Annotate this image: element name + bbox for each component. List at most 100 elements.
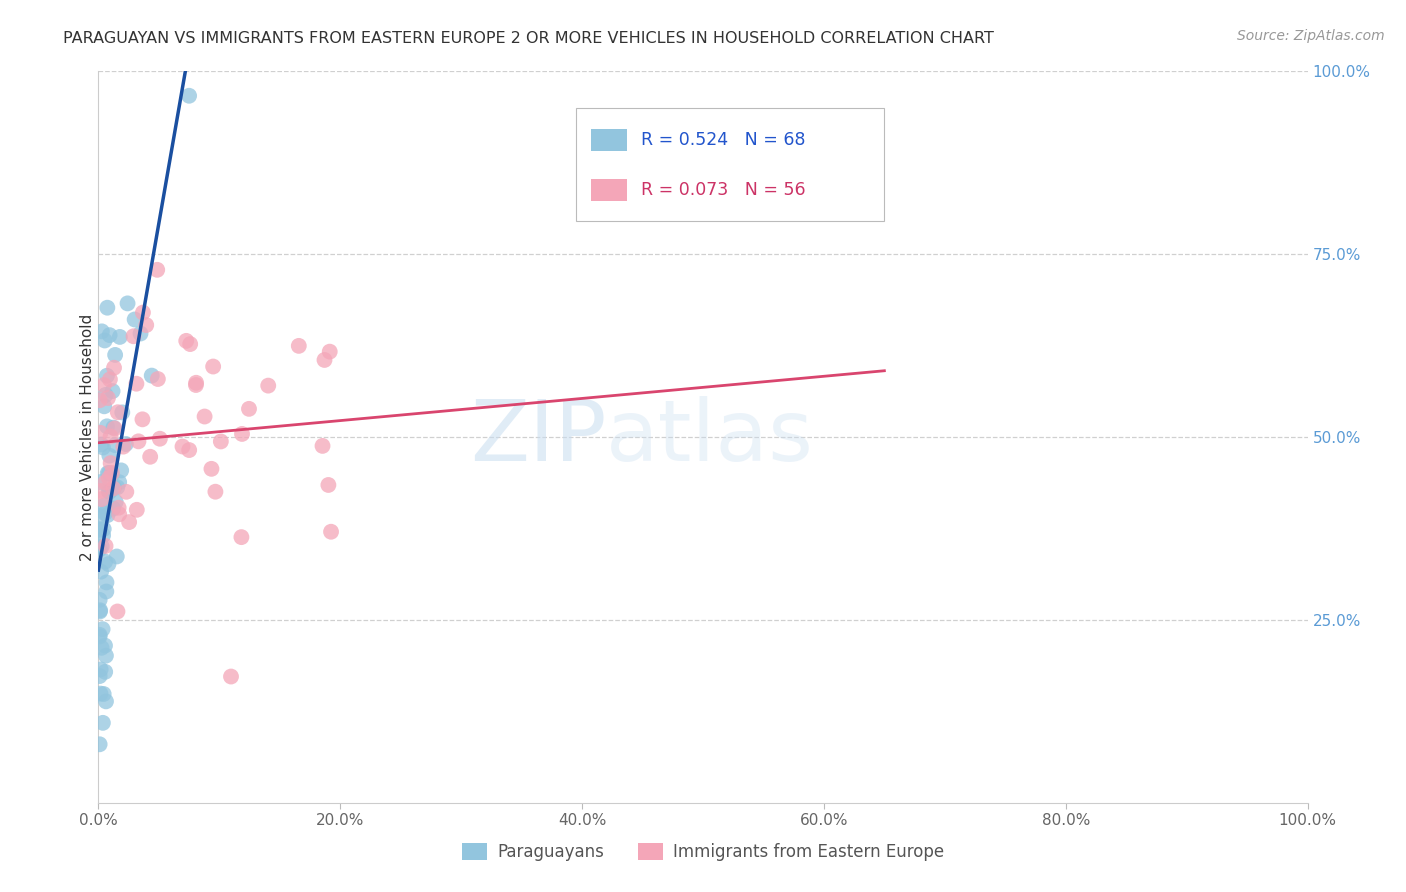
- Point: [108, 330, 131, 344]
- Point: [103, 420, 125, 434]
- Point: [204, 484, 226, 499]
- Point: [179, 337, 201, 351]
- Point: [149, 432, 172, 446]
- Point: [89, 522, 111, 536]
- Point: [94, 665, 117, 679]
- Point: [94, 639, 117, 653]
- Point: [314, 353, 336, 368]
- Point: [93, 334, 115, 348]
- Point: [105, 480, 128, 494]
- Point: [93, 499, 115, 513]
- Point: [101, 468, 124, 483]
- Point: [103, 480, 125, 494]
- Point: [288, 339, 311, 353]
- Point: [146, 372, 169, 386]
- Point: [179, 443, 201, 458]
- Point: [93, 399, 115, 413]
- Point: [91, 622, 114, 636]
- Bar: [591, 128, 627, 151]
- Point: [91, 715, 114, 730]
- Point: [139, 450, 162, 464]
- Point: [98, 466, 121, 480]
- Point: [89, 737, 111, 751]
- Text: R = 0.524   N = 68: R = 0.524 N = 68: [641, 130, 806, 149]
- Point: [108, 475, 131, 490]
- Point: [96, 301, 118, 315]
- Point: [90, 640, 112, 655]
- Point: [89, 669, 111, 683]
- Point: [131, 412, 153, 426]
- Point: [98, 484, 121, 499]
- Point: [104, 495, 127, 509]
- Point: [110, 463, 132, 477]
- Point: [91, 441, 114, 455]
- Point: [97, 391, 120, 405]
- Point: [94, 475, 117, 490]
- Point: [89, 509, 111, 524]
- Point: [89, 393, 111, 408]
- Point: [90, 437, 112, 451]
- Point: [238, 401, 260, 416]
- Point: [89, 628, 111, 642]
- Point: [98, 449, 121, 463]
- Point: [90, 565, 112, 579]
- Bar: [591, 178, 627, 201]
- Point: [105, 549, 128, 564]
- Point: [111, 405, 134, 419]
- Point: [94, 507, 117, 521]
- Point: [89, 630, 111, 644]
- Text: atlas: atlas: [606, 395, 814, 479]
- Point: [117, 296, 139, 310]
- Point: [107, 500, 129, 515]
- Point: [93, 378, 115, 392]
- Point: [101, 466, 124, 480]
- Point: [96, 508, 118, 523]
- Text: Source: ZipAtlas.com: Source: ZipAtlas.com: [1237, 29, 1385, 43]
- Point: [129, 326, 152, 341]
- Point: [89, 542, 111, 557]
- Point: [132, 305, 155, 319]
- Point: [89, 605, 111, 619]
- Point: [311, 439, 333, 453]
- Point: [318, 478, 340, 492]
- Point: [257, 378, 280, 392]
- Point: [104, 348, 127, 362]
- Point: [96, 419, 118, 434]
- Point: [89, 425, 111, 440]
- Point: [89, 687, 111, 701]
- Point: [97, 557, 120, 571]
- Point: [90, 324, 112, 338]
- Point: [184, 378, 207, 392]
- Point: [93, 522, 115, 536]
- Point: [94, 539, 117, 553]
- Text: R = 0.073   N = 56: R = 0.073 N = 56: [641, 180, 806, 199]
- Point: [94, 555, 117, 569]
- Point: [96, 368, 118, 383]
- Point: [112, 440, 135, 454]
- Point: [231, 530, 253, 544]
- Point: [125, 503, 148, 517]
- Point: [104, 421, 127, 435]
- Point: [97, 484, 120, 499]
- Point: [209, 434, 232, 449]
- Point: [97, 471, 120, 485]
- Point: [96, 575, 118, 590]
- Point: [104, 438, 127, 452]
- Point: [172, 440, 194, 454]
- FancyBboxPatch shape: [576, 108, 884, 221]
- Point: [90, 662, 112, 676]
- Point: [90, 492, 112, 507]
- Point: [219, 669, 242, 683]
- Point: [94, 694, 117, 708]
- Point: [96, 584, 118, 599]
- Point: [184, 376, 207, 390]
- Point: [108, 508, 131, 522]
- Point: [179, 88, 201, 103]
- Point: [98, 372, 121, 386]
- Point: [100, 456, 122, 470]
- Point: [319, 344, 342, 359]
- Point: [101, 482, 124, 496]
- Point: [98, 328, 121, 343]
- Point: [89, 593, 111, 607]
- Point: [94, 388, 117, 402]
